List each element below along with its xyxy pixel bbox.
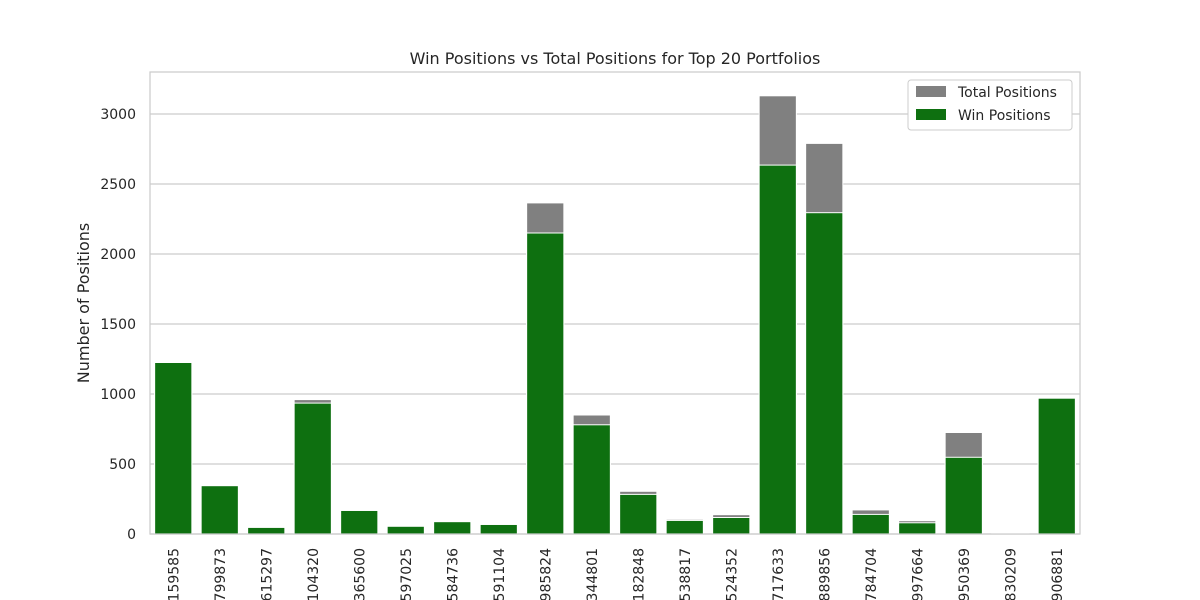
x-tick-889856: 889856 bbox=[817, 548, 833, 600]
legend-swatch-win bbox=[916, 109, 946, 120]
legend-frame bbox=[907, 79, 1073, 131]
y-tick-500: 500 bbox=[109, 457, 136, 473]
win-bar-799873 bbox=[200, 485, 239, 535]
win-bar-717633 bbox=[758, 164, 797, 535]
x-tick-524352: 524352 bbox=[724, 548, 740, 600]
x-tick-344801: 344801 bbox=[585, 548, 601, 600]
legend-swatch-total bbox=[916, 86, 946, 97]
win-bar-182848 bbox=[619, 493, 658, 535]
win-bar-997664 bbox=[898, 522, 937, 535]
x-tick-182848: 182848 bbox=[631, 548, 647, 600]
legend: Total Positions Win Positions bbox=[907, 79, 1073, 131]
win-bar-906881 bbox=[1037, 397, 1076, 535]
x-tick-538817: 538817 bbox=[678, 548, 694, 600]
y-tick-2000: 2000 bbox=[100, 247, 136, 263]
x-tick-997664: 997664 bbox=[910, 548, 926, 600]
y-axis-label: Number of Positions bbox=[74, 223, 93, 384]
x-tick-906881: 906881 bbox=[1050, 548, 1066, 600]
y-tick-2500: 2500 bbox=[100, 177, 136, 193]
win-bar-584736 bbox=[433, 521, 472, 535]
win-bar-591104 bbox=[479, 523, 518, 535]
y-tick-labels: 0 500 1000 1500 2000 2500 3000 bbox=[100, 107, 136, 543]
win-bar-524352 bbox=[712, 516, 751, 535]
x-tick-615297: 615297 bbox=[259, 548, 275, 600]
x-tick-labels: 159585 799873 615297 104320 365600 597025 5847… bbox=[166, 548, 1066, 600]
x-tick-830209: 830209 bbox=[1003, 548, 1019, 600]
x-tick-591104: 591104 bbox=[492, 548, 508, 600]
win-bar-538817 bbox=[665, 519, 704, 535]
win-bar-159585 bbox=[154, 362, 193, 535]
x-tick-584736: 584736 bbox=[445, 548, 461, 600]
win-bar-104320 bbox=[293, 402, 332, 535]
x-tick-159585: 159585 bbox=[166, 548, 182, 600]
y-tick-3000: 3000 bbox=[100, 107, 136, 123]
x-tick-799873: 799873 bbox=[213, 548, 229, 600]
win-bar-615297 bbox=[247, 526, 286, 535]
x-tick-950369: 950369 bbox=[957, 548, 973, 600]
x-tick-784704: 784704 bbox=[864, 548, 880, 600]
win-bar-950369 bbox=[944, 456, 983, 535]
y-tick-1500: 1500 bbox=[100, 317, 136, 333]
chart-title: Win Positions vs Total Positions for Top… bbox=[410, 49, 821, 68]
legend-label-total: Total Positions bbox=[957, 85, 1057, 101]
win-bar-344801 bbox=[572, 424, 611, 535]
x-tick-365600: 365600 bbox=[352, 548, 368, 600]
win-bar-365600 bbox=[340, 509, 379, 535]
legend-label-win: Win Positions bbox=[958, 108, 1051, 124]
plot-frame bbox=[149, 71, 1081, 535]
win-bar-889856 bbox=[805, 212, 844, 535]
win-bar-784704 bbox=[851, 513, 890, 535]
x-tick-985824: 985824 bbox=[538, 548, 554, 600]
win-bar-597025 bbox=[386, 525, 425, 535]
y-tick-0: 0 bbox=[127, 527, 136, 543]
x-tick-597025: 597025 bbox=[399, 548, 415, 600]
x-tick-104320: 104320 bbox=[306, 548, 322, 600]
y-tick-1000: 1000 bbox=[100, 387, 136, 403]
bars bbox=[154, 95, 1076, 535]
win-bar-985824 bbox=[526, 232, 565, 535]
x-tick-717633: 717633 bbox=[771, 548, 787, 600]
